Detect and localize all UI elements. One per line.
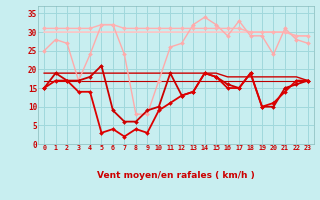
X-axis label: Vent moyen/en rafales ( km/h ): Vent moyen/en rafales ( km/h )	[97, 171, 255, 180]
